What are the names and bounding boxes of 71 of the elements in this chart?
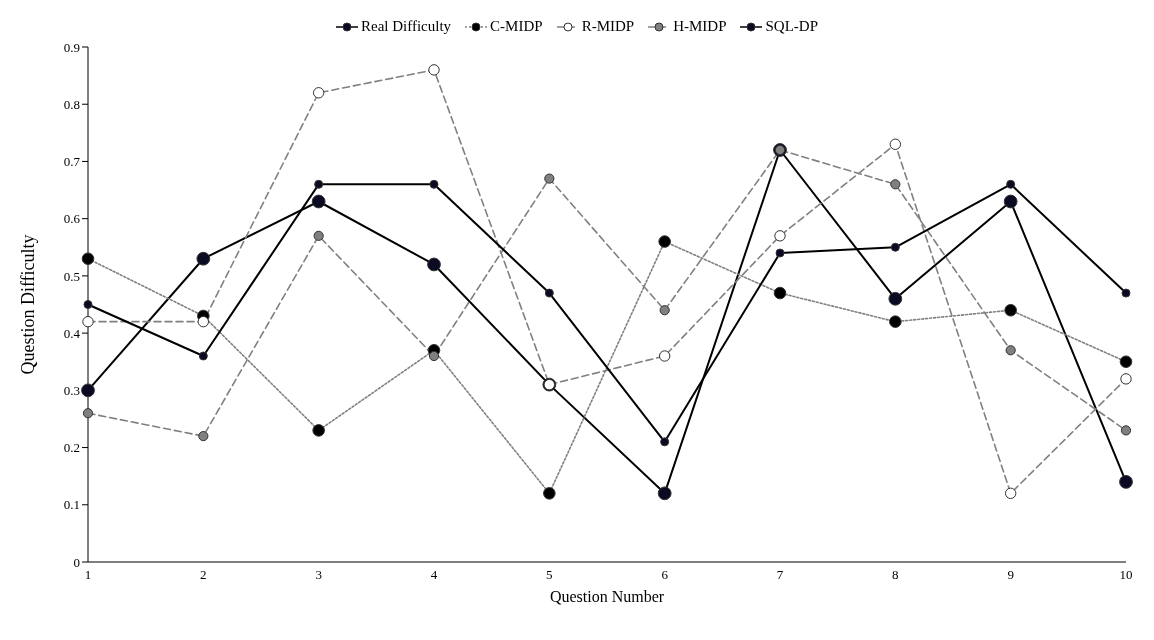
point	[428, 350, 440, 362]
x-axis-title: Question Number	[549, 588, 665, 605]
point	[312, 87, 325, 99]
point	[889, 138, 902, 150]
point	[773, 286, 787, 300]
y-tick-label: 0.9	[63, 39, 80, 55]
point	[81, 252, 95, 266]
point	[429, 179, 439, 189]
x-tick-label: 10	[1119, 567, 1133, 583]
point	[1120, 425, 1132, 436]
point	[889, 315, 902, 328]
point	[658, 235, 671, 248]
point	[775, 248, 785, 258]
point	[1121, 288, 1131, 298]
y-tick-label: 0.2	[63, 440, 80, 456]
x-tick-label: 7	[776, 567, 784, 583]
y-tick-label: 0.3	[63, 382, 80, 398]
point	[197, 315, 210, 328]
point	[774, 230, 786, 242]
point	[82, 315, 94, 328]
point	[311, 194, 326, 209]
point	[83, 300, 93, 309]
x-tick-label: 5	[546, 567, 553, 583]
point	[427, 257, 441, 272]
x-tick-label: 4	[430, 567, 438, 583]
x-tick-label: 2	[200, 567, 207, 583]
legend-label: C-MIDP	[490, 18, 543, 35]
point	[312, 424, 325, 437]
legend-label: Real Difficulty	[360, 18, 452, 35]
point	[659, 305, 670, 316]
point	[890, 179, 901, 190]
point	[543, 487, 556, 500]
y-tick-label: 0	[73, 554, 80, 570]
point	[313, 230, 324, 241]
point	[1005, 345, 1016, 356]
point	[660, 437, 670, 447]
y-tick-label: 0.5	[63, 268, 80, 284]
legend-label: H-MIDP	[673, 18, 727, 35]
point	[888, 291, 903, 306]
point	[658, 350, 671, 362]
point	[1119, 355, 1133, 369]
legend-label: R-MIDP	[581, 18, 635, 35]
point	[1003, 194, 1018, 209]
point	[657, 486, 672, 501]
point	[1004, 487, 1017, 500]
point	[890, 242, 900, 252]
y-tick-label: 0.8	[63, 96, 80, 112]
x-tick-label: 3	[315, 567, 322, 583]
point	[81, 383, 95, 398]
point	[196, 251, 211, 266]
y-tick-label: 0.7	[63, 154, 81, 170]
y-tick-label: 0.6	[63, 211, 81, 227]
x-tick-label: 9	[1007, 567, 1014, 583]
legend-label: SQL-DP	[765, 18, 818, 35]
point	[314, 179, 324, 189]
x-tick-label: 1	[84, 567, 92, 583]
x-tick-label: 8	[892, 567, 899, 583]
point	[1119, 474, 1133, 489]
y-tick-label: 0.1	[63, 497, 80, 513]
point	[1004, 303, 1017, 317]
y-tick-label: 0.4	[63, 325, 81, 341]
point	[544, 173, 555, 184]
point	[198, 351, 208, 361]
y-axis-title: Question Difficulty	[18, 234, 39, 375]
point	[1120, 373, 1132, 385]
point	[198, 431, 209, 442]
point	[1006, 179, 1016, 189]
point	[428, 64, 440, 76]
point	[544, 288, 554, 298]
point	[82, 408, 94, 419]
x-tick-label: 6	[661, 567, 669, 583]
